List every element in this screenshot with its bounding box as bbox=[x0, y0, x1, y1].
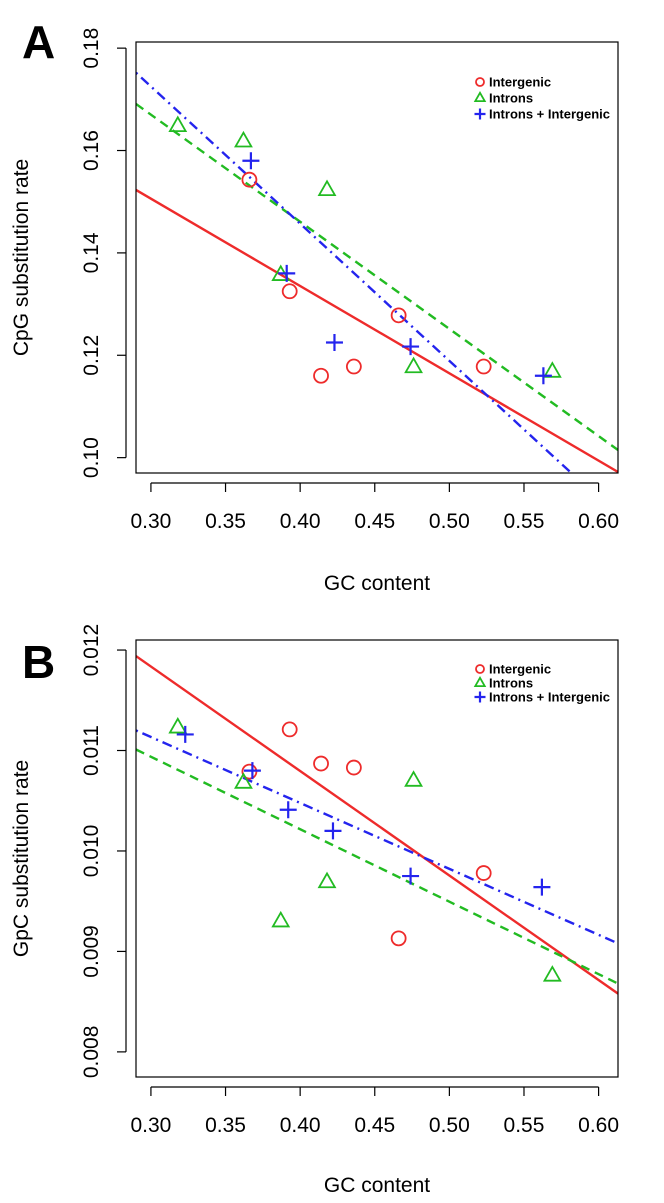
legend-key-circle bbox=[475, 664, 485, 674]
x-tick-label: 0.30 bbox=[130, 510, 171, 533]
y-tick-label: 0.16 bbox=[80, 130, 103, 171]
data-point-plus bbox=[324, 822, 342, 840]
y-tick-label: 0.009 bbox=[80, 925, 103, 978]
x-tick-label: 0.50 bbox=[429, 510, 470, 533]
data-point-plus bbox=[534, 367, 552, 385]
y-tick-label: 0.14 bbox=[80, 232, 103, 273]
data-point-triangle bbox=[317, 871, 337, 889]
y-tick-label: 0.012 bbox=[80, 624, 103, 677]
data-point-triangle bbox=[542, 361, 562, 378]
plot-frame bbox=[135, 41, 619, 474]
plot-frame bbox=[135, 639, 619, 1078]
x-tick-label: 0.35 bbox=[205, 1114, 246, 1137]
y-tick-label: 0.12 bbox=[80, 335, 103, 376]
x-tick-label: 0.50 bbox=[429, 1114, 470, 1137]
legend-key-circle bbox=[475, 77, 485, 87]
fit-line-circle bbox=[136, 188, 618, 473]
x-tick-label: 0.40 bbox=[280, 510, 321, 533]
data-point-plus bbox=[325, 333, 343, 351]
data-point-triangle bbox=[168, 115, 188, 133]
fit-line-triangle bbox=[136, 748, 618, 985]
x-tick-label: 0.40 bbox=[280, 1114, 321, 1137]
data-point-circle bbox=[345, 759, 362, 776]
regression-lines bbox=[136, 655, 618, 995]
data-point-circle bbox=[390, 930, 407, 947]
legend-key-plus bbox=[474, 691, 486, 703]
legend-label: Introns bbox=[489, 676, 533, 691]
fit-line-triangle bbox=[136, 102, 618, 451]
y-tick-label: 0.008 bbox=[80, 1026, 103, 1079]
data-point-circle bbox=[345, 358, 362, 375]
x-axis-title: GC content bbox=[324, 1174, 430, 1197]
legend-label: Intergenic bbox=[489, 662, 551, 677]
data-point-plus bbox=[533, 878, 551, 896]
x-tick-label: 0.35 bbox=[205, 510, 246, 533]
data-point-triangle bbox=[234, 772, 253, 789]
panel-a: A 0.30 0.35 0.40 0.45 0.50 0.55 0.60 0.10 0.12 0.1… bbox=[10, 16, 619, 595]
data-point-triangle bbox=[271, 910, 291, 928]
data-point-triangle bbox=[317, 179, 337, 197]
panel-b: B 0.30 0.35 0.40 0.45 0.50 0.55 0.60 0.008 0.009 0… bbox=[10, 624, 619, 1197]
x-tick-label: 0.60 bbox=[578, 1114, 619, 1137]
data-point-plus bbox=[402, 867, 420, 885]
data-point-plus bbox=[176, 725, 194, 743]
data-point-circle bbox=[475, 865, 492, 881]
panel-letter: A bbox=[22, 16, 55, 68]
data-point-plus bbox=[402, 338, 420, 356]
x-tick-label: 0.45 bbox=[354, 510, 395, 533]
fit-line-plus bbox=[136, 729, 618, 945]
y-axis-title: CpG substitution rate bbox=[10, 159, 33, 356]
data-point-triangle bbox=[404, 356, 423, 374]
panel-letter: B bbox=[22, 636, 55, 688]
data-point-circle bbox=[313, 755, 329, 772]
x-tick-label: 0.55 bbox=[504, 1114, 545, 1137]
legend-key-triangle bbox=[473, 91, 487, 103]
y-tick-label: 0.011 bbox=[80, 725, 103, 776]
data-point-circle bbox=[390, 307, 407, 324]
regression-lines bbox=[136, 71, 618, 473]
x-axis-title: GC content bbox=[324, 572, 430, 595]
legend-key-plus bbox=[474, 108, 486, 120]
data-point-circle bbox=[241, 171, 258, 188]
legend-label: Introns bbox=[489, 91, 533, 106]
x-tick-label: 0.30 bbox=[130, 1114, 171, 1137]
legend-label: Introns + Intergenic bbox=[489, 690, 610, 705]
data-point-triangle bbox=[404, 770, 423, 787]
data-point-circle bbox=[281, 283, 298, 300]
data-point-circle bbox=[313, 367, 329, 384]
data-point-plus bbox=[243, 762, 261, 780]
x-tick-label: 0.55 bbox=[504, 510, 545, 533]
fit-line-plus bbox=[136, 71, 572, 473]
data-point-circle bbox=[281, 721, 298, 738]
x-tick-label: 0.45 bbox=[354, 1114, 395, 1137]
data-point-circle bbox=[475, 358, 492, 375]
data-point-triangle bbox=[542, 965, 562, 982]
data-point-triangle bbox=[234, 130, 253, 148]
legend-key-triangle bbox=[473, 676, 487, 688]
legend-label: Introns + Intergenic bbox=[489, 107, 610, 122]
data-point-plus bbox=[278, 264, 296, 282]
fit-line-circle bbox=[136, 655, 618, 995]
data-point-plus bbox=[242, 152, 260, 170]
y-axis-title: GpC substitution rate bbox=[10, 760, 33, 957]
y-tick-label: 0.18 bbox=[80, 28, 103, 69]
y-tick-label: 0.010 bbox=[80, 825, 103, 878]
x-tick-label: 0.60 bbox=[578, 510, 619, 533]
data-point-plus bbox=[279, 801, 297, 819]
y-tick-label: 0.10 bbox=[80, 437, 103, 478]
data-point-triangle bbox=[168, 716, 188, 734]
legend-label: Intergenic bbox=[489, 75, 551, 90]
